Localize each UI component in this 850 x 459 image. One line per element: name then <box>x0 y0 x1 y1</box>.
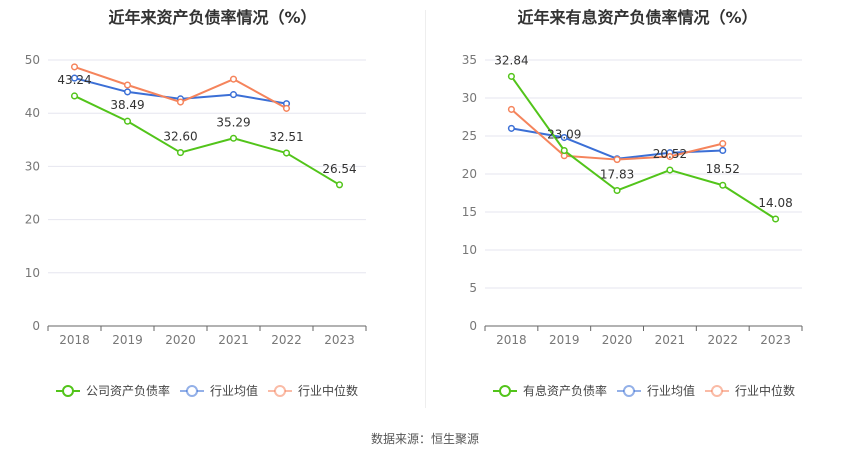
data-point <box>335 181 344 189</box>
chart-panel-interest-debt-ratio: 近年来有息资产负债率情况（%） 0 5 10 15 20 25 30 35 2018 2019 20… <box>425 0 850 420</box>
x-tick-label: 2022 <box>271 333 302 347</box>
x-tick-label: 2020 <box>165 333 196 347</box>
data-label: 14.08 <box>758 196 792 210</box>
panel-divider <box>425 10 426 408</box>
y-tick-label: 30 <box>25 159 40 173</box>
x-tick-label: 2021 <box>218 333 249 347</box>
legend-marker <box>623 385 635 397</box>
data-point <box>123 88 132 96</box>
data-point <box>507 105 515 113</box>
data-point <box>719 146 727 154</box>
source-note: 数据来源：恒生聚源 <box>370 432 479 446</box>
data-point <box>229 134 238 142</box>
y-tick-label: 0 <box>32 319 40 333</box>
series-line <box>74 95 341 186</box>
data-point <box>719 140 727 148</box>
data-label: 17.83 <box>600 167 634 181</box>
data-label: 32.60 <box>163 130 197 144</box>
y-tick-label: 20 <box>25 213 40 227</box>
y-tick-label: 20 <box>462 167 477 181</box>
data-point <box>123 117 132 125</box>
x-tick-label: 2022 <box>707 333 738 347</box>
data-label: 43.24 <box>57 73 91 87</box>
data-point <box>229 75 238 83</box>
y-tick-label: 0 <box>469 319 477 333</box>
legend-marker <box>274 385 286 397</box>
data-label: 23.09 <box>547 128 581 142</box>
data-point <box>282 104 291 112</box>
data-point <box>229 91 238 99</box>
x-tick-label: 2023 <box>324 333 355 347</box>
data-point <box>772 215 780 223</box>
legend-marker <box>186 385 198 397</box>
chart-title: 近年来资产负债率情况（%） <box>108 8 317 27</box>
data-point <box>176 149 185 157</box>
legend-label: 行业均值 <box>647 383 695 398</box>
data-point <box>176 98 185 106</box>
data-point <box>613 156 621 164</box>
data-label: 38.49 <box>110 98 144 112</box>
data-point <box>70 92 79 100</box>
y-tick-label: 10 <box>25 266 40 280</box>
chart-panel-debt-ratio: 近年来资产负债率情况（%） 0 10 20 30 40 50 2018 2019 2020 202… <box>0 0 425 420</box>
legend-label: 行业中位数 <box>298 383 358 398</box>
data-point <box>719 181 727 189</box>
data-point <box>70 63 79 71</box>
x-tick-label: 2019 <box>112 333 143 347</box>
chart-plot-area: 0 5 10 15 20 25 30 35 2018 2019 2020 2021 2022 2023 32… <box>462 53 803 398</box>
series-line <box>511 127 723 160</box>
data-point <box>666 166 674 174</box>
data-label: 20.52 <box>653 147 687 161</box>
data-point <box>70 74 79 82</box>
chart-plot-area: 0 10 20 30 40 50 2018 2019 2020 2021 2022 2023 43.24… <box>25 53 367 398</box>
data-label: 18.52 <box>706 162 740 176</box>
y-tick-label: 5 <box>469 281 477 295</box>
y-tick-label: 10 <box>462 243 477 257</box>
x-tick-label: 2021 <box>655 333 686 347</box>
data-label: 32.84 <box>494 53 528 67</box>
data-point <box>507 72 515 80</box>
data-label: 35.29 <box>216 115 250 129</box>
x-tick-label: 2020 <box>602 333 633 347</box>
legend-label: 有息资产负债率 <box>523 383 607 398</box>
x-tick-label: 2018 <box>59 333 90 347</box>
x-tick-label: 2019 <box>549 333 580 347</box>
legend-label: 行业均值 <box>210 383 258 398</box>
legend-label: 行业中位数 <box>735 383 795 398</box>
data-point <box>560 146 568 155</box>
data-point <box>666 152 674 161</box>
y-tick-label: 30 <box>462 91 477 105</box>
y-tick-label: 15 <box>462 205 477 219</box>
legend-marker <box>711 385 723 397</box>
data-label: 32.51 <box>269 130 303 144</box>
y-tick-label: 50 <box>25 53 40 67</box>
data-point <box>282 149 291 157</box>
legend-marker <box>62 385 74 397</box>
data-point <box>613 186 621 195</box>
series-line <box>510 75 777 220</box>
legend-marker <box>499 385 511 397</box>
y-tick-label: 25 <box>462 129 477 143</box>
y-tick-label: 40 <box>25 106 40 120</box>
data-point <box>123 81 132 89</box>
y-tick-label: 35 <box>462 53 477 67</box>
data-label: 26.54 <box>322 162 356 176</box>
legend-label: 公司资产负债率 <box>86 383 170 398</box>
x-tick-label: 2018 <box>496 333 527 347</box>
data-point <box>560 133 568 142</box>
data-point <box>507 124 515 132</box>
chart-title: 近年来有息资产负债率情况（%） <box>517 8 758 27</box>
x-tick-label: 2023 <box>760 333 791 347</box>
